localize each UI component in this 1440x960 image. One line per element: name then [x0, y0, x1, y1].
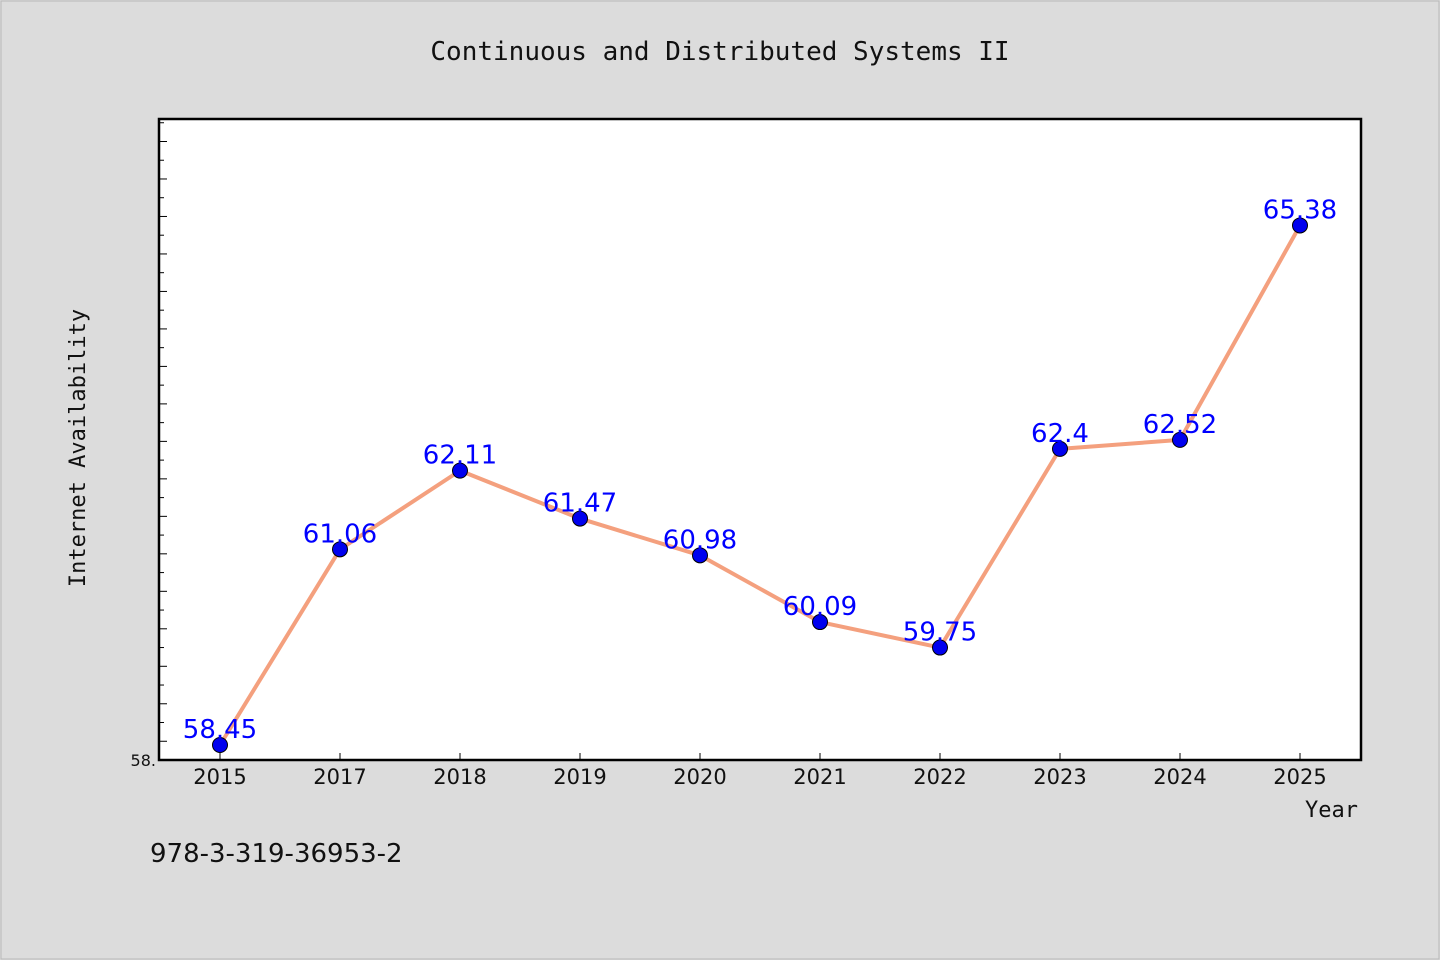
data-label: 62.11: [423, 441, 497, 471]
data-label: 62.52: [1143, 410, 1217, 440]
data-point: [212, 737, 228, 754]
data-point: [812, 614, 828, 631]
x-tick-label: 2018: [433, 765, 486, 789]
x-tick-label: 2015: [193, 765, 246, 789]
x-axis-label: Year: [1305, 798, 1358, 823]
x-axis-ticks: 2015 2017 2018 2019 2020 2021 2022 2023 2024 2025: [193, 753, 1327, 789]
data-point: [1292, 217, 1308, 234]
x-tick-label: 2024: [1153, 765, 1206, 789]
series-0: 58.45 61.06 62.11 61.47 60.98 60.09 59.75 62.4 6…: [183, 195, 1337, 754]
y-axis-ticks: [159, 122, 167, 761]
data-label: 59.75: [903, 618, 977, 648]
x-tick-label: 2023: [1033, 765, 1086, 789]
data-point: [932, 639, 948, 656]
data-label: 60.09: [783, 592, 857, 622]
x-tick-label: 2025: [1273, 765, 1326, 789]
y-axis-label: Internet Availability: [66, 309, 91, 587]
x-tick-label: 2020: [673, 765, 726, 789]
x-tick-label: 2017: [313, 765, 366, 789]
data-label: 58.45: [183, 715, 257, 745]
data-point: [572, 510, 588, 527]
data-point: [452, 462, 468, 479]
data-label: 60.98: [663, 525, 737, 555]
chart-title: Continuous and Distributed Systems II: [430, 37, 1009, 67]
x-tick-label: 2022: [913, 765, 966, 789]
data-point: [692, 547, 708, 564]
x-tick-label: 2019: [553, 765, 606, 789]
footer-isbn: 978-3-319-36953-2: [150, 839, 403, 869]
data-point: [1052, 440, 1068, 457]
series-line: [218, 223, 1302, 748]
x-tick-label: 2021: [793, 765, 846, 789]
y-tick-label: 58.: [131, 751, 156, 770]
data-point: [332, 541, 348, 558]
data-point: [1172, 431, 1188, 448]
data-label: 62.4: [1031, 419, 1089, 449]
data-label: 61.06: [303, 519, 377, 549]
data-label: 61.47: [543, 489, 617, 519]
data-label: 65.38: [1263, 195, 1337, 225]
